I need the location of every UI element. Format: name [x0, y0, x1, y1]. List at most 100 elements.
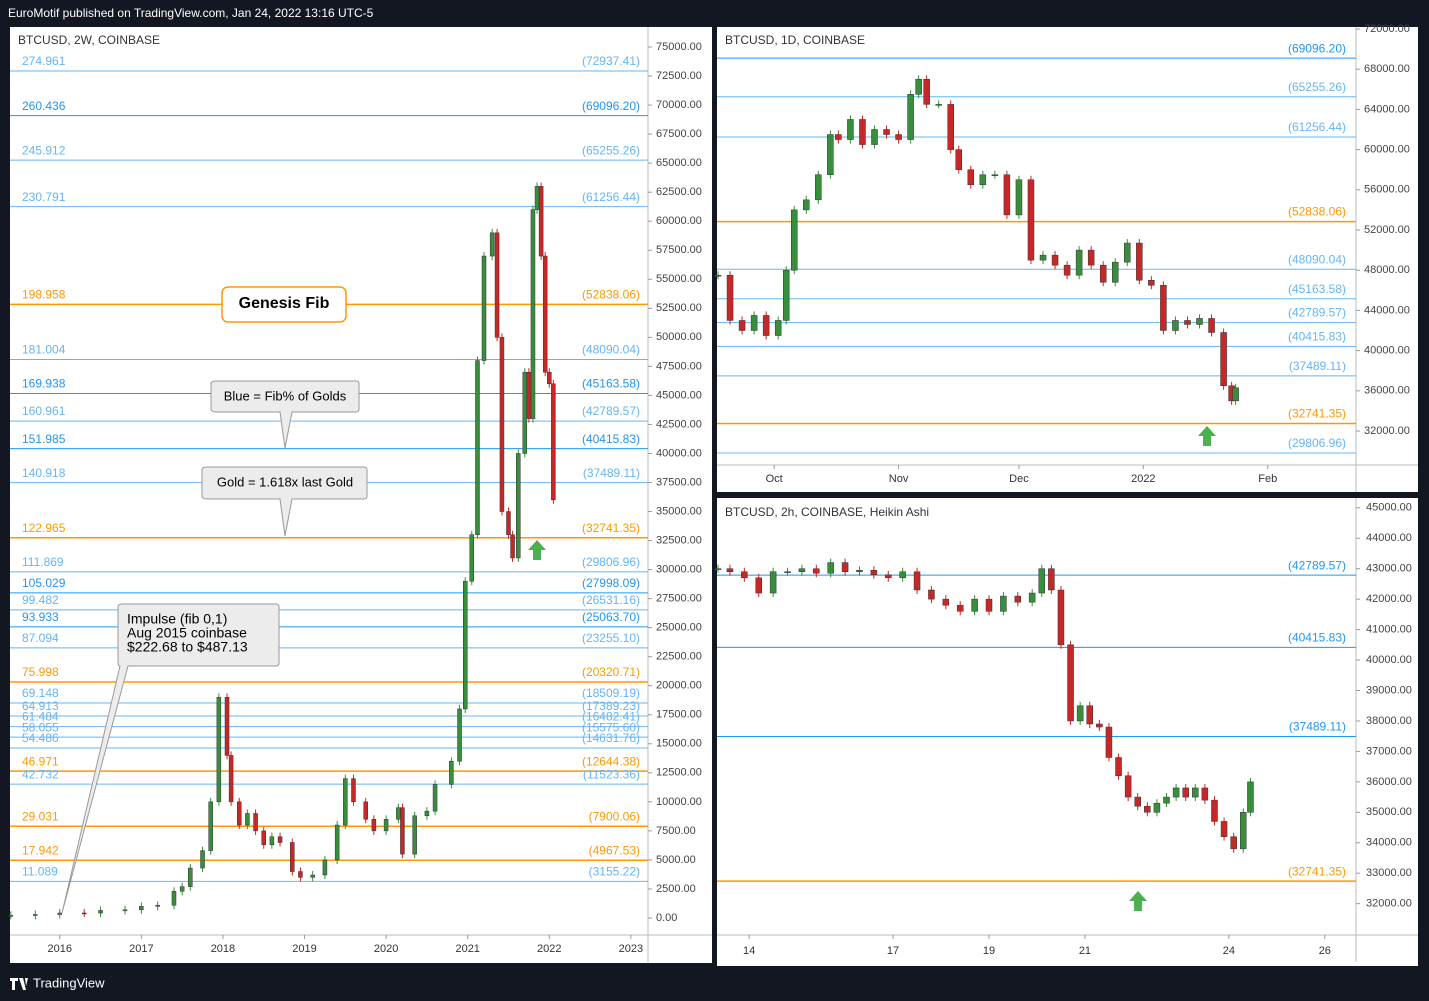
candle — [179, 886, 185, 892]
fib-price-label: (65255.26) — [1288, 80, 1346, 94]
candle — [290, 842, 295, 872]
fib-price-label: (37489.11) — [1289, 720, 1346, 734]
annotation: Genesis Fib — [239, 295, 330, 312]
candle — [298, 871, 303, 878]
x-tick-label: Nov — [889, 473, 909, 485]
y-tick-label: 10000.00 — [656, 796, 702, 808]
x-tick-label: 2023 — [619, 943, 643, 955]
fib-ratio-label: 54.486 — [22, 731, 59, 745]
fib-price-label: (61256.44) — [1288, 120, 1346, 134]
candle — [1247, 781, 1254, 813]
y-tick-label: 50000.00 — [656, 331, 702, 343]
candle — [432, 784, 438, 812]
arrow — [1129, 891, 1147, 911]
candle — [1051, 254, 1059, 266]
candle — [1192, 787, 1199, 798]
candle — [827, 134, 834, 175]
y-tick-label: 67500.00 — [656, 128, 702, 140]
candle — [1160, 285, 1167, 331]
candle — [1038, 568, 1046, 594]
arrow — [528, 540, 546, 560]
candle — [383, 819, 389, 832]
candle — [322, 859, 328, 876]
candle — [526, 371, 532, 419]
candle — [885, 574, 892, 579]
x-tick-label: 17 — [887, 945, 899, 957]
candle — [1063, 264, 1071, 276]
y-tick-label: 40000.00 — [656, 447, 702, 459]
fib-price-label: (45163.58) — [1288, 282, 1346, 296]
fib-price-label: (32741.35) — [1288, 407, 1346, 421]
x-tick-label: 19 — [983, 945, 995, 957]
candle — [871, 129, 878, 145]
fib-price-label: (52838.06) — [582, 288, 640, 302]
fib-ratio-label: 181.004 — [22, 343, 66, 357]
candle — [790, 209, 798, 271]
candle — [913, 571, 921, 591]
x-tick-label: 2017 — [129, 943, 153, 955]
fib-price-label: (69096.20) — [1288, 41, 1346, 55]
candle — [935, 104, 942, 106]
x-tick-label: Oct — [766, 473, 783, 485]
candle — [755, 577, 762, 594]
candle — [928, 589, 935, 600]
fib-price-label: (42789.57) — [582, 404, 640, 418]
fib-ratio-label: 93.933 — [22, 610, 59, 624]
fib-price-label: (18509.19) — [582, 686, 640, 700]
candle — [1015, 179, 1023, 216]
fib-ratio-label: 260.436 — [22, 99, 66, 113]
y-tick-label: 52500.00 — [656, 302, 702, 314]
candle — [1076, 705, 1084, 722]
candle — [551, 383, 556, 501]
x-tick-label: 2022 — [537, 943, 561, 955]
candle — [1153, 802, 1161, 813]
y-tick-label: 25000.00 — [656, 622, 702, 634]
fib-price-label: (11523.36) — [583, 767, 640, 781]
y-tick-label: 32000.00 — [1364, 425, 1410, 437]
fib-price-label: (37489.11) — [583, 466, 640, 480]
candle — [1211, 799, 1218, 822]
y-tick-label: 65000.00 — [656, 157, 702, 169]
candle — [1014, 595, 1022, 603]
candle — [424, 810, 430, 817]
fib-price-label: (32741.35) — [1288, 864, 1346, 878]
candle — [956, 604, 964, 612]
candle — [494, 232, 500, 338]
candle — [237, 801, 242, 826]
x-tick-label: 2021 — [455, 943, 479, 955]
candle — [363, 801, 368, 820]
fib-ratio-label: 140.918 — [22, 466, 66, 480]
y-tick-label: 72500.00 — [656, 70, 702, 82]
y-tick-label: 33000.00 — [1366, 867, 1412, 879]
y-tick-label: 42500.00 — [656, 418, 702, 430]
fib-ratio-label: 46.971 — [22, 754, 59, 768]
candle — [208, 801, 213, 851]
fib-price-label: (29806.96) — [1288, 436, 1346, 450]
candle — [782, 269, 790, 321]
y-tick-label: 5000.00 — [656, 854, 696, 866]
candle — [1039, 254, 1047, 261]
candle — [1220, 332, 1227, 387]
y-tick-label: 7500.00 — [656, 825, 696, 837]
x-tick-label: 2016 — [48, 943, 72, 955]
y-tick-label: 37500.00 — [656, 476, 702, 488]
candle — [1208, 318, 1215, 333]
candle — [516, 453, 521, 559]
candle — [738, 320, 746, 331]
candle — [971, 598, 978, 612]
candle — [1027, 179, 1035, 261]
candle — [245, 813, 250, 826]
candle — [847, 119, 854, 140]
fib-price-label: (15575.60) — [582, 720, 640, 734]
fib-ratio-label: 69.148 — [22, 686, 59, 700]
y-tick-label: 52000.00 — [1364, 224, 1410, 236]
candle — [798, 568, 806, 572]
candle — [1182, 787, 1189, 798]
candle — [741, 571, 748, 579]
fib-price-label: (42789.57) — [1288, 558, 1346, 572]
candle — [979, 174, 987, 186]
annotation: Gold = 1.618x last Gold — [217, 474, 353, 489]
fib-price-label: (29806.96) — [582, 555, 640, 569]
candle — [1115, 757, 1122, 777]
candle — [1240, 812, 1247, 850]
